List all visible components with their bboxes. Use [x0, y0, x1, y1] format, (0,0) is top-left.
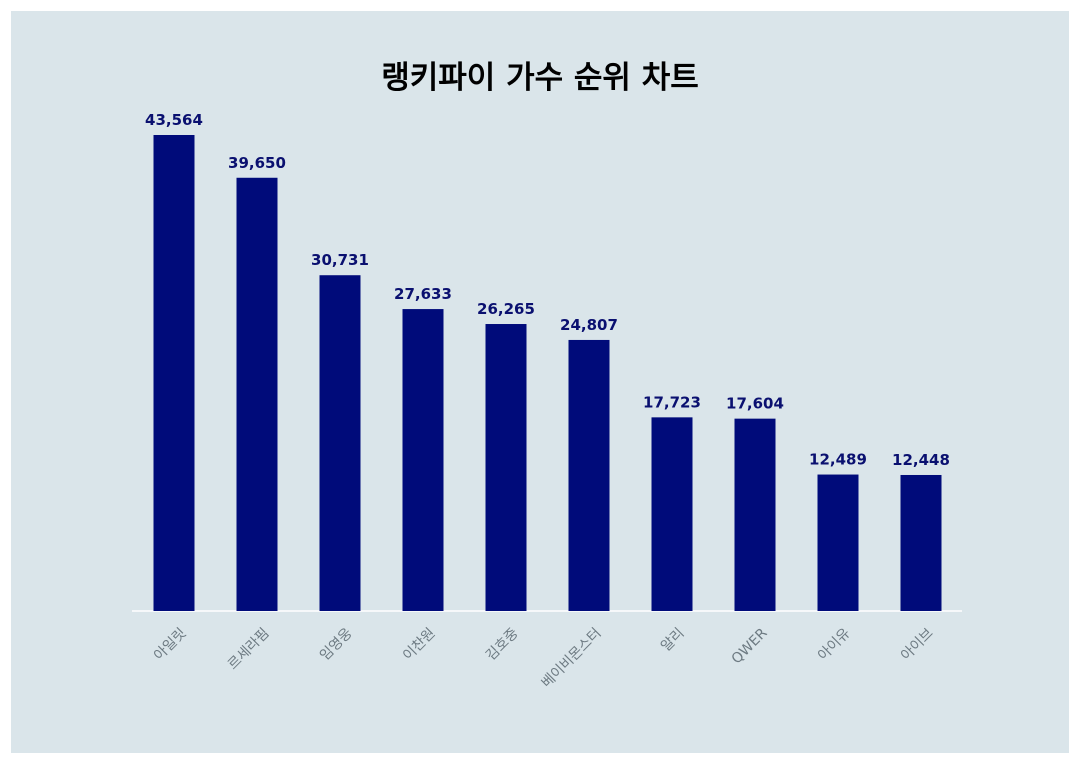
x-tick-label-4: 이찬원 — [400, 625, 439, 664]
value-label-5: 26,265 — [477, 300, 535, 318]
x-tick-label-3: 임영웅 — [317, 625, 356, 664]
bar-9 — [817, 474, 859, 611]
bar-10 — [900, 474, 942, 611]
x-tick-label-6: 베이비몬스터 — [539, 625, 605, 691]
value-label-9: 12,489 — [809, 451, 867, 469]
value-label-2: 39,650 — [228, 154, 286, 172]
x-tick-label-1: 아일릿 — [151, 625, 190, 664]
bar-2 — [236, 177, 278, 611]
bar-1 — [153, 135, 195, 611]
bar-8 — [734, 418, 776, 611]
bar-6 — [568, 339, 610, 611]
value-label-7: 17,723 — [643, 393, 701, 411]
value-label-4: 27,633 — [394, 285, 452, 303]
bar-5 — [485, 324, 527, 611]
x-tick-label-5: 김호중 — [483, 625, 522, 664]
value-label-10: 12,448 — [892, 451, 950, 469]
x-tick-label-7: 알리 — [658, 625, 688, 655]
x-tick-label-10: 아이브 — [898, 625, 937, 664]
value-label-6: 24,807 — [560, 316, 618, 334]
value-label-3: 30,731 — [311, 251, 369, 269]
value-label-8: 17,604 — [726, 395, 784, 413]
bar-3 — [319, 275, 361, 611]
value-label-1: 43,564 — [145, 111, 203, 129]
bar-7 — [651, 417, 693, 611]
bar-4 — [402, 309, 444, 611]
x-tick-label-9: 아이유 — [815, 625, 854, 664]
x-tick-label-2: 르세라핌 — [225, 625, 273, 673]
chart-title: 랭키파이 가수 순위 차트 — [381, 60, 699, 96]
x-tick-label-8: QWER — [729, 625, 771, 667]
